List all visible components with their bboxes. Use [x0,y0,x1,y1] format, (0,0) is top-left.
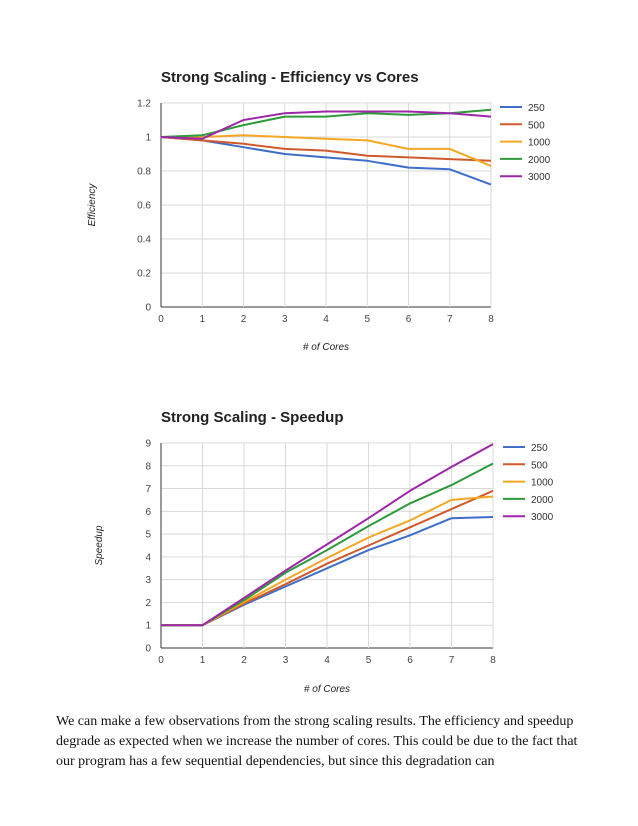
efficiency-x-tick-label: 4 [323,314,329,325]
speedup-chart-title: Strong Scaling - Speedup [161,409,344,426]
efficiency-y-tick-label: 0.4 [137,235,151,246]
efficiency-y-tick-label: 0.2 [137,269,151,280]
efficiency-series-line-3000 [160,110,492,140]
speedup-y-tick-label: 1 [145,621,151,632]
efficiency-legend-label-1000: 1000 [528,138,551,149]
speedup-y-tick-label: 9 [145,439,151,450]
speedup-legend-label-3000: 3000 [531,512,554,523]
efficiency-chart: Strong Scaling - Efficiency vs Cores 0 0.2… [0,60,638,380]
efficiency-x-tick-label: 3 [282,314,288,325]
speedup-chart-svg: Strong Scaling - Speedup 0 1 2 3 4 5 6 7 8 9 0 1 2 3 4 5… [94,409,554,695]
efficiency-x-tick-label: 7 [447,314,453,325]
efficiency-x-tick-label: 8 [488,314,494,325]
speedup-x-axis-title: # of Cores [304,684,350,695]
efficiency-legend-label-250: 250 [528,103,545,114]
body-paragraph: We can make a few observations from the … [56,714,578,769]
speedup-y-tick-label: 4 [145,552,151,563]
speedup-y-tick-label: 8 [145,461,151,472]
speedup-legend-label-250: 250 [531,443,548,454]
speedup-x-tick-label: 5 [366,655,372,666]
efficiency-x-axis-title: # of Cores [303,342,349,353]
efficiency-x-tick-label: 6 [406,314,412,325]
speedup-legend-label-500: 500 [531,460,548,471]
speedup-y-axis-title: Speedup [94,525,105,565]
efficiency-chart-svg: Strong Scaling - Efficiency vs Cores 0 0.2… [87,69,551,353]
efficiency-x-tick-label: 0 [158,314,164,325]
speedup-x-tick-label: 3 [283,655,289,666]
efficiency-series-line-250 [160,136,492,186]
speedup-y-tick-label: 0 [145,644,151,655]
speedup-x-tick-label: 2 [241,655,247,666]
efficiency-chart-title: Strong Scaling - Efficiency vs Cores [161,69,419,86]
speedup-x-tick-label: 8 [490,655,496,666]
speedup-legend-label-1000: 1000 [531,478,554,489]
speedup-y-tick-label: 7 [145,484,151,495]
efficiency-legend-label-2000: 2000 [528,155,551,166]
efficiency-y-tick-label: 0.8 [137,167,151,178]
efficiency-y-tick-label: 0.6 [137,201,151,212]
efficiency-legend-label-3000: 3000 [528,172,551,183]
efficiency-y-axis-title: Efficiency [87,183,98,227]
speedup-x-tick-label: 4 [324,655,330,666]
speedup-y-tick-label: 3 [145,575,151,586]
speedup-x-tick-label: 1 [200,655,206,666]
speedup-x-tick-label: 6 [407,655,413,666]
efficiency-y-tick-label: 0 [145,303,151,314]
efficiency-x-tick-label: 5 [364,314,370,325]
efficiency-series-line-500 [160,136,492,162]
efficiency-x-tick-label: 1 [199,314,205,325]
efficiency-y-tick-label: 1 [145,133,151,144]
speedup-y-tick-label: 2 [145,598,151,609]
efficiency-series-line-1000 [161,134,492,167]
efficiency-y-tick-label: 1.2 [137,99,151,110]
efficiency-x-tick-label: 2 [241,314,247,325]
speedup-x-tick-label: 7 [449,655,455,666]
speedup-y-tick-label: 6 [145,507,151,518]
speedup-x-tick-label: 0 [158,655,164,666]
speedup-series-line-3000 [161,443,494,627]
speedup-chart: Strong Scaling - Speedup 0 1 2 3 4 5 6 7 8 9 0 1 2 3 4 5… [0,400,638,720]
speedup-legend-label-2000: 2000 [531,495,554,506]
efficiency-legend-label-500: 500 [528,120,545,131]
speedup-y-tick-label: 5 [145,530,151,541]
